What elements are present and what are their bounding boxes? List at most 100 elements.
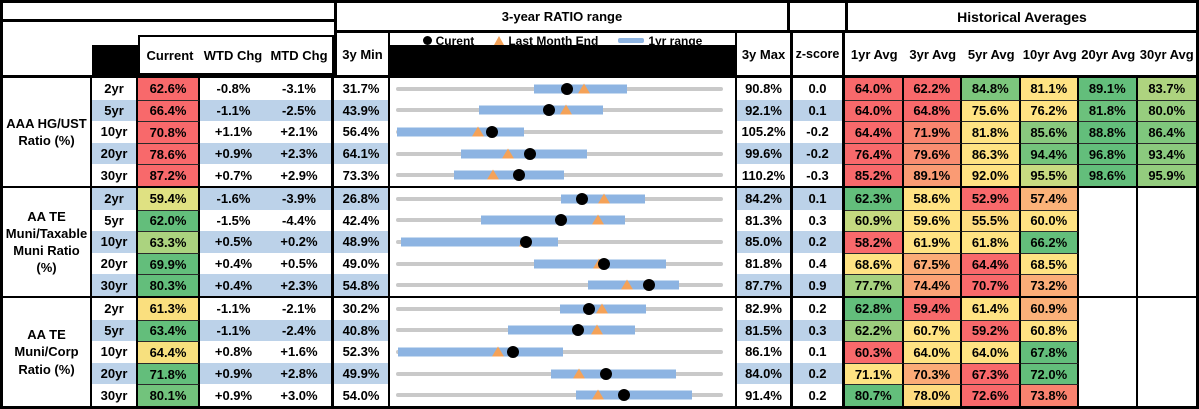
wtd-chg-cell: +0.8% [200,341,267,363]
current-dot-marker [560,82,573,95]
avg-cell: 58.2% [845,231,904,253]
range-track-zone [396,320,723,342]
tenor-header-block [92,45,138,75]
table-row: 5yr 63.4% -1.1% -2.4% 40.8% 81.5% 0.3 62.2% 60.7… [92,319,1196,342]
legend-black-block [390,45,735,75]
current-dot-marker [618,389,631,402]
legend-range-bar-icon [618,38,645,43]
col-header-current: Current [146,47,194,63]
legend-lme-label: Last Month End [508,33,599,48]
col-header-avg: 3yr Avg [909,46,957,62]
current-cell: 87.2% [138,164,200,186]
range-track-zone [396,253,723,275]
last-month-end-marker [491,346,504,357]
avg-cell: 62.3% [845,188,904,210]
zscore-cell: 0.4 [793,252,845,275]
avg-cell-empty [1137,341,1196,363]
max-3y-cell: 81.3% [737,209,793,232]
max-3y-cell: 81.8% [737,252,793,275]
avg-cell: 67.3% [962,362,1021,385]
current-cell: 69.9% [138,252,200,275]
avg-cell: 59.2% [962,319,1021,342]
min-3y-cell: 42.4% [334,209,390,232]
min-3y-cell: 48.9% [334,231,390,253]
tenor-cell: 5yr [92,319,138,342]
avg-cell: 98.6% [1079,164,1138,186]
tenor-cell: 2yr [92,298,138,320]
max-3y-cell: 86.1% [737,341,793,363]
avg-cell: 76.4% [845,142,904,165]
last-month-end-marker [591,389,604,400]
min-3y-cell: 26.8% [334,188,390,210]
group-rows: 2yr 59.4% -1.6% -3.9% 26.8% 84.2% 0.1 62.3% 58.6… [92,188,1196,296]
last-month-end-marker [573,368,586,379]
avg-cell: 64.0% [845,78,904,100]
group-label: AA TE Muni/Taxable Muni Ratio (%) [3,188,92,296]
avg-cell: 79.6% [903,142,962,165]
one-year-range-bar [454,170,565,180]
one-year-range-bar [587,280,680,290]
mtd-chg-cell: -3.1% [267,78,334,100]
avg-cell: 67.5% [903,252,962,275]
zscore-cell: -0.2 [793,142,845,165]
avg-cell: 62.8% [845,298,904,320]
current-dot-marker [523,147,536,160]
current-cell: 64.4% [138,341,200,363]
wtd-chg-cell: +0.9% [200,362,267,385]
current-dot-marker [575,192,588,205]
current-cell: 62.0% [138,209,200,232]
wtd-chg-cell: +0.4% [200,274,267,296]
avg-cell: 59.6% [903,209,962,232]
one-year-range-bar [551,369,676,379]
range-track-zone [396,164,723,186]
tenor-cell: 2yr [92,188,138,210]
group-section: AA TE Muni/Corp Ratio (%) 2yr 61.3% -1.1% -2… [3,296,1196,406]
avg-cell-empty [1137,209,1196,232]
avg-cell: 62.2% [845,319,904,342]
min-3y-cell: 49.9% [334,362,390,385]
zscore-cell: 0.0 [793,78,845,100]
avg-cell: 71.1% [845,362,904,385]
one-year-range-bar [397,127,524,137]
avg-cell: 64.8% [903,99,962,122]
avg-cell: 61.9% [903,231,962,253]
table-row: 20yr 78.6% +0.9% +2.3% 64.1% 99.6% -0.2 76.4% 79… [92,142,1196,165]
avg-cell: 64.0% [845,99,904,122]
range-track [396,306,723,311]
table-row: 30yr 87.2% +0.7% +2.9% 73.3% 110.2% -0.3 85.2% 8… [92,164,1196,186]
range-chart-cell [390,384,737,406]
col-header-avg: 10yr Avg [1022,46,1077,62]
table-row: 2yr 59.4% -1.6% -3.9% 26.8% 84.2% 0.1 62.3% 58.6… [92,188,1196,210]
wtd-chg-cell: +1.1% [200,121,267,143]
group-rows: 2yr 62.6% -0.8% -3.1% 31.7% 90.8% 0.0 64.0% 62.2… [92,78,1196,186]
mtd-chg-cell: +0.2% [267,231,334,253]
avg-cell: 78.0% [903,384,962,406]
current-cell: 62.6% [138,78,200,100]
avg-cell-empty [1137,319,1196,342]
zscore-cell: 0.2 [793,384,845,406]
table-row: 10yr 70.8% +1.1% +2.1% 56.4% 105.2% -0.2 64.4% 7… [92,121,1196,143]
zscore-cell: -0.2 [793,121,845,143]
group-section: AA TE Muni/Taxable Muni Ratio (%) 2yr 59.4… [3,186,1196,296]
historical-averages-header: Historical Averages [845,3,1196,33]
avg-cell: 81.8% [962,121,1021,143]
table-row: 5yr 62.0% -1.5% -4.4% 42.4% 81.3% 0.3 60.9% 59.6… [92,209,1196,232]
avg-cell: 71.9% [903,121,962,143]
range-track-zone [396,78,723,100]
mtd-chg-cell: +2.1% [267,121,334,143]
wtd-chg-cell: -1.1% [200,99,267,122]
table-row: 2yr 62.6% -0.8% -3.1% 31.7% 90.8% 0.0 64.0% 62.2… [92,78,1196,100]
range-chart-cell [390,362,737,385]
zscore-cell: 0.3 [793,209,845,232]
one-year-range-bar [479,105,603,115]
zscore-cell: 0.9 [793,274,845,296]
avg-cell: 58.6% [903,188,962,210]
range-track-zone [396,143,723,165]
current-dot-marker [554,214,567,227]
avg-cell: 89.1% [903,164,962,186]
col-header-zscore: z-score [793,33,845,75]
avg-cell-empty [1079,231,1138,253]
avg-cell-empty [1137,252,1196,275]
min-3y-cell: 54.0% [334,384,390,406]
avg-cell: 77.7% [845,274,904,296]
